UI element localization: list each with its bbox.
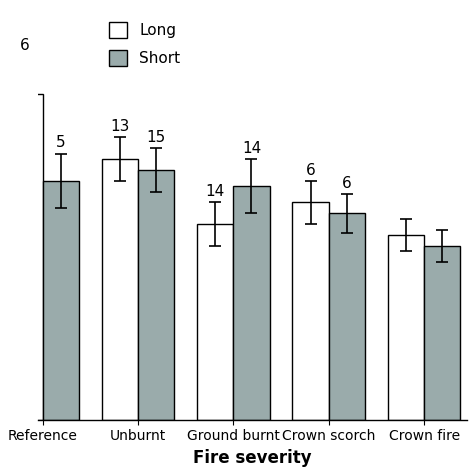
Bar — [424, 246, 460, 420]
Text: 14: 14 — [206, 184, 225, 199]
Text: 6: 6 — [19, 37, 29, 53]
Text: 13: 13 — [110, 119, 129, 134]
Text: 15: 15 — [146, 130, 166, 145]
Text: 6: 6 — [342, 175, 352, 191]
Bar — [197, 224, 233, 420]
X-axis label: Fire severity: Fire severity — [193, 449, 312, 467]
Text: 5: 5 — [56, 136, 65, 150]
Bar — [138, 170, 174, 420]
Bar — [329, 213, 365, 420]
Bar — [233, 186, 270, 420]
Bar — [6, 94, 43, 420]
Bar — [292, 202, 329, 420]
Bar — [102, 159, 138, 420]
Legend: Long, Short: Long, Short — [101, 15, 188, 74]
Text: 14: 14 — [242, 141, 261, 156]
Text: 6: 6 — [306, 163, 316, 177]
Bar — [43, 181, 79, 420]
Bar — [388, 235, 424, 420]
